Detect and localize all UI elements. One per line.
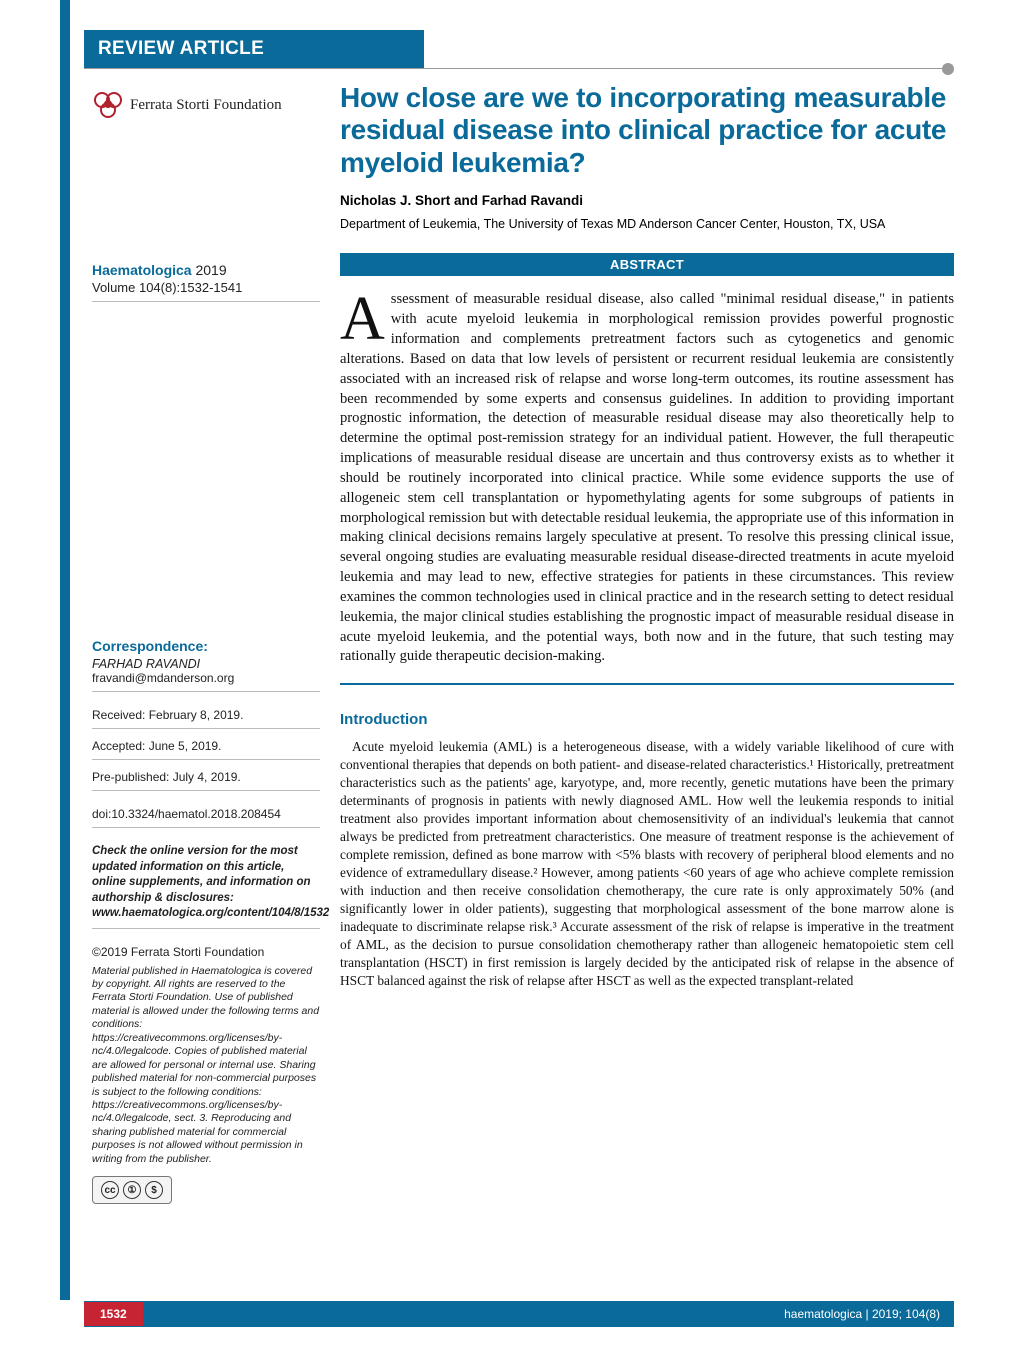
introduction-heading: Introduction xyxy=(340,711,954,728)
sidebar-rule xyxy=(92,691,320,692)
sidebar-rule xyxy=(92,301,320,302)
footer-citation: haematologica | 2019; 104(8) xyxy=(784,1307,940,1321)
sidebar-rule xyxy=(92,827,320,828)
license-note: Material published in Haematologica is c… xyxy=(92,965,320,1167)
introduction-body: Acute myeloid leukemia (AML) is a hetero… xyxy=(340,738,954,989)
sidebar-rule xyxy=(92,928,320,929)
correspondence-block: Correspondence: FARHAD RAVANDI fravandi@… xyxy=(92,638,320,692)
dropcap: A xyxy=(340,290,391,345)
volume-line: Volume 104(8):1532-1541 xyxy=(92,280,320,295)
affiliation: Department of Leukemia, The University o… xyxy=(340,216,954,233)
check-note-block: Check the online version for the most up… xyxy=(92,844,320,929)
footer: 1532 haematologica | 2019; 104(8) xyxy=(84,1301,954,1327)
abstract-end-rule xyxy=(340,683,954,685)
abstract-body: Assessment of measurable residual diseas… xyxy=(340,290,954,667)
prepub-date: Pre-published: July 4, 2019. xyxy=(92,770,320,784)
check-note: Check the online version for the most up… xyxy=(92,844,320,922)
article-title: How close are we to incorporating measur… xyxy=(340,82,954,179)
journal-name: Haematologica xyxy=(92,262,192,278)
abstract-text: ssessment of measurable residual disease… xyxy=(340,291,954,664)
header-rule xyxy=(84,68,954,69)
logo-icon xyxy=(92,90,124,120)
copyright: ©2019 Ferrata Storti Foundation xyxy=(92,945,320,959)
sidebar-rule xyxy=(92,759,320,760)
copyright-block: ©2019 Ferrata Storti Foundation Material… xyxy=(92,945,320,1205)
doi[interactable]: doi:10.3324/haematol.2018.208454 xyxy=(92,807,320,821)
journal-year: 2019 xyxy=(195,262,226,278)
correspondence-name: FARHAD RAVANDI xyxy=(92,657,320,671)
page-number: 1532 xyxy=(84,1302,143,1326)
correspondence-label: Correspondence: xyxy=(92,638,320,654)
sidebar: Haematologica 2019 Volume 104(8):1532-15… xyxy=(92,262,320,1220)
accepted-date: Accepted: June 5, 2019. xyxy=(92,739,320,753)
main-column: How close are we to incorporating measur… xyxy=(340,82,954,990)
sidebar-rule xyxy=(92,790,320,791)
authors: Nicholas J. Short and Farhad Ravandi xyxy=(340,193,954,208)
foundation-name: Ferrata Storti Foundation xyxy=(130,97,282,114)
correspondence-email[interactable]: fravandi@mdanderson.org xyxy=(92,671,320,685)
journal-block: Haematologica 2019 Volume 104(8):1532-15… xyxy=(92,262,320,302)
received-date: Received: February 8, 2019. xyxy=(92,708,320,722)
foundation-logo: Ferrata Storti Foundation xyxy=(92,90,322,120)
header-dot-icon xyxy=(942,63,954,75)
abstract-label: ABSTRACT xyxy=(340,253,954,276)
side-band xyxy=(60,0,70,1300)
doi-block: doi:10.3324/haematol.2018.208454 xyxy=(92,807,320,828)
cc-by-nc-icon: cc ① $ xyxy=(92,1176,172,1204)
sidebar-rule xyxy=(92,728,320,729)
page: REVIEW ARTICLE Ferrata Storti Foundation… xyxy=(0,0,1020,1347)
article-type-banner: REVIEW ARTICLE xyxy=(84,30,424,68)
dates-block: Received: February 8, 2019. Accepted: Ju… xyxy=(92,708,320,791)
